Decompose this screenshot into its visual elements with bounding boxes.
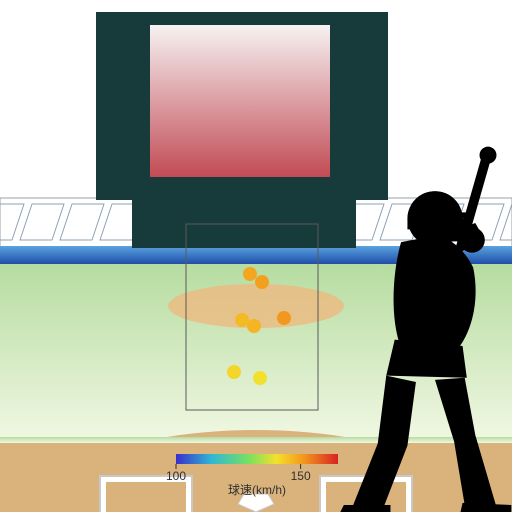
batters-box-inner	[106, 482, 186, 512]
helmet-brim	[454, 212, 473, 218]
pitch-marker	[235, 313, 249, 327]
pitch-marker	[247, 319, 261, 333]
pitch-marker	[255, 275, 269, 289]
colorbar-tick-label: 150	[291, 469, 311, 483]
bat-knob	[480, 147, 497, 164]
colorbar-label: 球速(km/h)	[228, 483, 286, 497]
dirt-top-blend	[0, 437, 512, 443]
pitch-marker	[277, 311, 291, 325]
velocity-colorbar	[176, 454, 338, 464]
batter-front-foot	[335, 505, 390, 512]
scoreboard-screen	[150, 25, 330, 177]
pitch-marker	[243, 267, 257, 281]
pitch-location-chart: 100 150 球速(km/h)	[0, 0, 512, 512]
batter-torso	[394, 236, 476, 348]
batter-hips	[386, 340, 467, 378]
pitch-marker	[227, 365, 241, 379]
pitch-marker	[253, 371, 267, 385]
batter-hands	[459, 227, 484, 252]
colorbar-tick-label: 100	[166, 469, 186, 483]
